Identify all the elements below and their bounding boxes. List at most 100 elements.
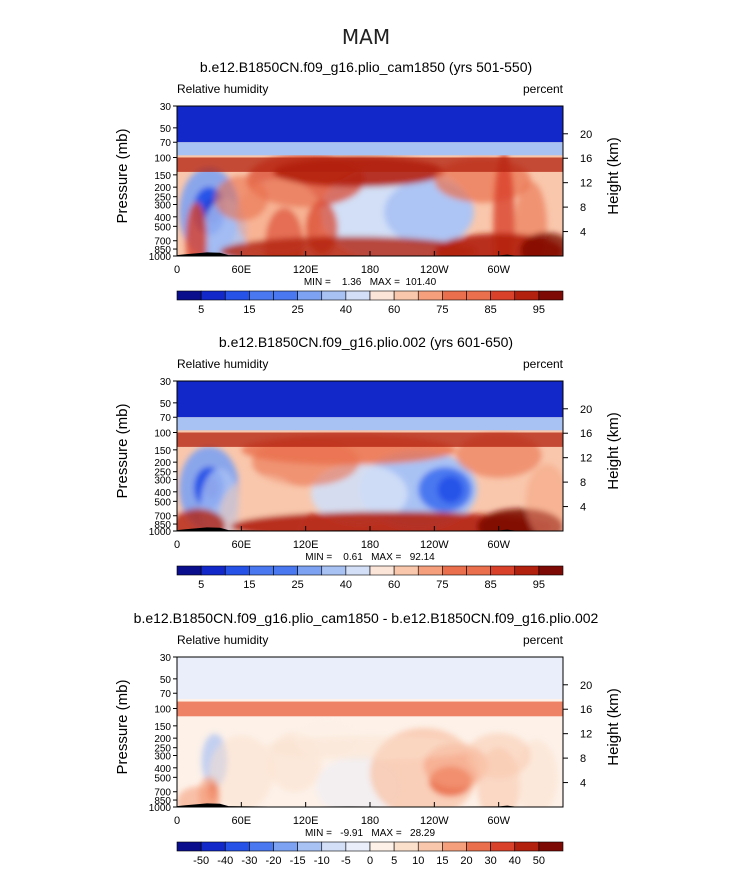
min-max-stats: MIN = 0.61 MAX = 92.14 [305, 552, 435, 563]
panel-title: b.e12.B1850CN.f09_g16.plio_cam1850 (yrs … [200, 59, 532, 75]
colorbar-label: 95 [533, 304, 545, 316]
contour-region [514, 181, 547, 256]
contour-regions [177, 432, 563, 531]
colorbar-box [249, 565, 274, 576]
colorbar-box [490, 565, 516, 576]
colorbar-box [321, 565, 347, 576]
x-tick-label: 0 [174, 264, 180, 276]
contour-region [209, 735, 274, 807]
colorbar-box [393, 841, 419, 852]
contour-region [437, 476, 464, 504]
colorbar-label: 40 [340, 304, 352, 316]
colorbar-box [417, 290, 443, 301]
y-tick-label: 70 [160, 413, 172, 424]
colorbar-box [200, 565, 226, 576]
colorbar-label: -10 [314, 855, 330, 867]
contour-region [219, 236, 478, 256]
colorbar-box [273, 565, 298, 576]
colorbar-box [176, 841, 202, 852]
y-tick-label: 50 [160, 124, 172, 135]
season-title: MAM [342, 25, 390, 49]
y-tick-label: 1000 [149, 527, 172, 538]
colorbar-label: 95 [533, 579, 545, 591]
y-tick-label: 70 [160, 138, 172, 149]
colorbar-box [249, 841, 274, 852]
colorbar-label: 10 [412, 855, 424, 867]
stratosphere-band [177, 381, 563, 418]
colorbar-box [224, 565, 250, 576]
y-tick-label: 250 [154, 193, 171, 204]
colorbar-label: 60 [388, 304, 400, 316]
colorbar-box [297, 841, 323, 852]
colorbar-box [369, 290, 395, 301]
colorbar-label: -50 [193, 855, 209, 867]
colorbar-box [224, 841, 250, 852]
colorbar-box [321, 841, 347, 852]
colorbar-box [273, 290, 298, 301]
y-tick-label: 150 [154, 171, 171, 182]
colorbar-box [466, 841, 491, 852]
height-tick-label: 20 [580, 680, 592, 692]
x-tick-label: 120E [293, 264, 319, 276]
y-axis-label-right: Height (km) [605, 412, 622, 490]
contour-region [525, 463, 563, 531]
colorbar-box [200, 290, 226, 301]
colorbar-label: 85 [485, 304, 497, 316]
y-tick-label: 500 [154, 773, 171, 784]
panel-subtitle-right: percent [523, 82, 564, 96]
height-tick-label: 12 [580, 453, 592, 465]
colorbar-box [417, 841, 443, 852]
colorbar-box [393, 565, 419, 576]
panel-subtitle-left: Relative humidity [177, 357, 268, 371]
colorbar-label: -5 [341, 855, 351, 867]
y-tick-label: 100 [154, 154, 171, 165]
y-tick-label: 400 [154, 213, 171, 224]
panel-2: b.e12.B1850CN.f09_g16.plio.002 (yrs 601-… [114, 334, 622, 591]
panel-subtitle-right: percent [523, 357, 564, 371]
contour-region [177, 508, 226, 531]
y-tick-label: 30 [160, 653, 172, 664]
y-axis-label-right: Height (km) [605, 688, 622, 766]
y-tick-label: 30 [160, 377, 172, 388]
contour-region [520, 232, 563, 256]
panel-subtitle-left: Relative humidity [177, 633, 268, 647]
colorbar-label: 40 [509, 855, 521, 867]
tropopause-band [177, 157, 563, 172]
contour-field [177, 106, 563, 256]
y-tick-label: 500 [154, 222, 171, 233]
contour-region [230, 511, 553, 531]
y-tick-label: 50 [160, 675, 172, 686]
colorbar-box [442, 841, 467, 852]
y-tick-label: 1000 [149, 252, 172, 263]
colorbar-box [345, 565, 371, 576]
colorbar-box [176, 565, 202, 576]
x-tick-label: 0 [174, 815, 180, 827]
x-tick-label: 60W [487, 539, 510, 551]
height-tick-label: 8 [580, 753, 586, 765]
colorbar-label: 50 [533, 855, 545, 867]
y-tick-label: 850 [154, 245, 171, 256]
height-tick-label: 20 [580, 404, 592, 416]
colorbar-box [538, 841, 564, 852]
colorbar-label: -20 [266, 855, 282, 867]
colorbar-box [345, 290, 371, 301]
tropopause-band [177, 701, 563, 717]
height-tick-label: 12 [580, 178, 592, 190]
x-tick-label: 60E [232, 815, 252, 827]
stratosphere-band [177, 106, 563, 143]
x-tick-label: 60E [232, 539, 252, 551]
height-tick-label: 4 [580, 227, 586, 239]
y-axis-label: Pressure (mb) [114, 403, 131, 498]
height-tick-label: 8 [580, 477, 586, 489]
y-tick-label: 700 [154, 512, 171, 523]
height-tick-label: 4 [580, 502, 586, 514]
x-tick-label: 120W [420, 264, 449, 276]
colorbar-box [514, 841, 540, 852]
contour-region [185, 202, 208, 256]
colorbar-label: 60 [388, 579, 400, 591]
x-tick-label: 120W [420, 539, 449, 551]
y-tick-label: 400 [154, 488, 171, 499]
min-max-stats: MIN = -9.91 MAX = 28.29 [305, 828, 435, 839]
x-tick-label: 180 [361, 539, 379, 551]
colorbar-box [417, 565, 443, 576]
